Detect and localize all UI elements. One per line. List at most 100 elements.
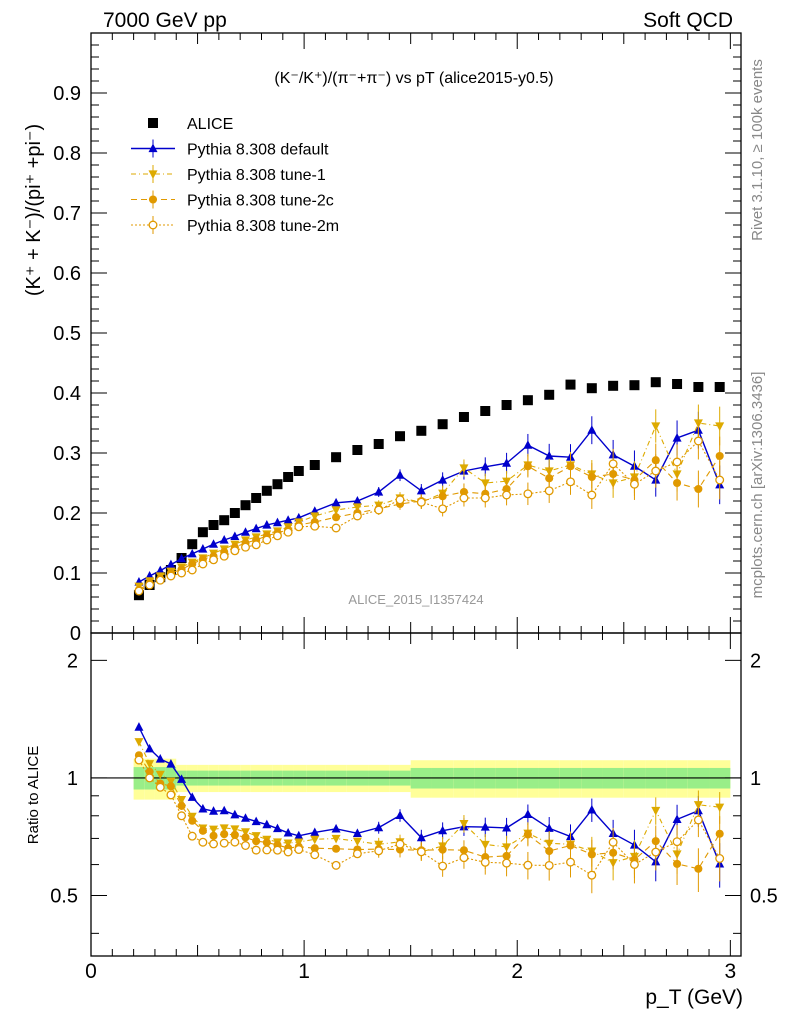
data-point <box>673 859 682 868</box>
data-point <box>629 380 640 391</box>
data-point <box>501 400 512 410</box>
data-point <box>693 815 703 825</box>
data-point <box>166 790 176 800</box>
data-point <box>523 440 533 449</box>
data-point <box>395 470 405 479</box>
data-point <box>155 770 165 780</box>
y-tick-label: 0.7 <box>53 203 81 225</box>
data-point <box>262 845 272 855</box>
data-point <box>352 445 363 455</box>
data-point <box>587 425 597 434</box>
data-point <box>148 118 158 128</box>
data-point <box>373 439 384 449</box>
data-point <box>416 425 427 436</box>
ratio-tick-label-right: 1 <box>750 768 761 790</box>
x-tick-label: 0 <box>85 960 97 983</box>
data-point <box>374 505 384 515</box>
data-point <box>148 195 158 204</box>
data-point <box>331 834 341 844</box>
ratio-tick-label: 1 <box>67 768 78 790</box>
data-point <box>283 839 293 849</box>
data-point <box>438 504 448 514</box>
data-point <box>715 829 724 838</box>
data-point <box>273 531 282 541</box>
y-tick-label: 0.4 <box>53 383 81 405</box>
y-tick-label: 0.2 <box>53 503 81 525</box>
data-point <box>715 422 725 431</box>
data-point <box>177 774 187 783</box>
data-point <box>273 845 282 855</box>
axis-ticks <box>90 32 741 956</box>
data-point <box>587 472 596 482</box>
data-point <box>714 382 725 392</box>
data-point <box>715 451 724 461</box>
legend-label: ALICE <box>187 116 233 133</box>
data-point <box>566 857 575 867</box>
data-point <box>283 472 294 482</box>
data-point <box>272 823 282 833</box>
data-point <box>145 773 155 783</box>
data-point <box>332 844 341 853</box>
data-point <box>155 565 165 575</box>
data-point <box>459 820 469 829</box>
y-tick-label: 0.5 <box>53 323 81 345</box>
data-point <box>416 832 426 842</box>
data-point <box>544 860 554 870</box>
data-point <box>310 844 319 853</box>
data-point <box>331 497 341 507</box>
data-point <box>352 511 362 521</box>
data-point <box>187 792 197 801</box>
data-point <box>395 810 405 819</box>
data-point <box>586 383 597 394</box>
y-tick-label: 0 <box>70 623 81 645</box>
data-point <box>240 500 251 511</box>
series-3 <box>134 436 724 893</box>
data-point <box>208 520 219 530</box>
data-point <box>187 565 197 575</box>
data-point <box>310 850 320 860</box>
data-point <box>352 849 362 859</box>
data-point <box>310 835 320 845</box>
data-point <box>209 539 219 548</box>
data-point <box>693 382 704 392</box>
data-point <box>523 830 532 839</box>
data-point <box>437 419 448 430</box>
data-point <box>480 822 490 831</box>
data-point <box>262 535 272 545</box>
data-point <box>197 527 208 538</box>
data-point <box>715 475 725 485</box>
data-point <box>438 825 448 835</box>
data-point <box>145 760 155 769</box>
x-tick-label: 1 <box>298 960 310 983</box>
data-point <box>416 497 426 507</box>
data-point <box>293 466 304 476</box>
data-point <box>209 806 219 815</box>
data-point <box>262 838 271 847</box>
data-point <box>331 823 341 833</box>
data-point <box>587 804 597 814</box>
data-point <box>672 457 682 467</box>
data-point <box>331 860 341 870</box>
data-point <box>522 395 533 406</box>
data-point <box>283 847 293 857</box>
data-point <box>395 431 406 442</box>
ratio-plot-frame <box>90 632 742 957</box>
ratio-tick-label-right: 0.5 <box>750 886 778 908</box>
legend-item-4: Pythia 8.308 tune-2m <box>131 216 339 235</box>
data-point <box>134 586 144 596</box>
data-point <box>694 484 703 494</box>
data-point <box>262 819 272 829</box>
header-right: Soft QCD <box>643 9 733 32</box>
legend-item-3: Pythia 8.308 tune-2c <box>131 190 334 210</box>
data-point <box>294 830 304 840</box>
data-point <box>374 846 384 856</box>
data-point <box>395 495 405 505</box>
data-point <box>395 839 405 849</box>
data-point <box>694 864 703 873</box>
data-point <box>148 143 158 153</box>
data-point <box>629 479 639 489</box>
data-point <box>715 803 725 813</box>
data-point <box>458 412 469 422</box>
data-point <box>566 462 575 471</box>
data-point <box>332 513 341 522</box>
